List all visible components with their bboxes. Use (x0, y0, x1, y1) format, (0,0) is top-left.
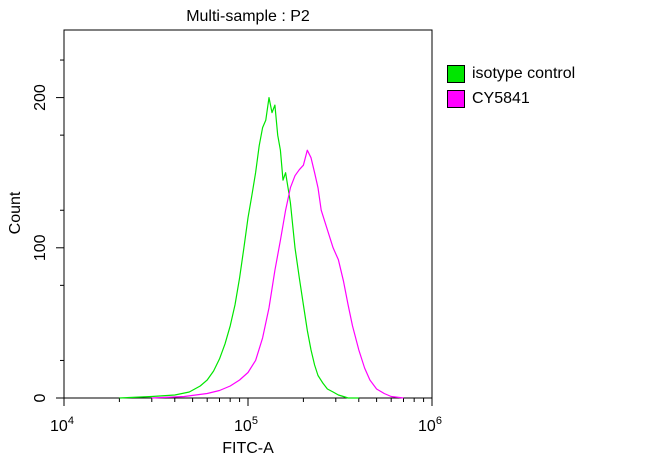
x-tick-label: 104 (50, 415, 74, 435)
x-tick-label: 106 (418, 415, 442, 435)
x-tick-label: 105 (234, 415, 258, 435)
chart-title: Multi-sample : P2 (186, 8, 310, 25)
y-tick-label: 200 (32, 84, 49, 111)
plot-frame (63, 29, 433, 399)
legend: isotype control CY5841 (447, 61, 575, 111)
x-axis-label: FITC-A (222, 440, 274, 457)
isotype-control-line (119, 96, 359, 399)
legend-swatch-magenta (447, 89, 465, 108)
legend-swatch-green (447, 64, 465, 83)
legend-item-isotype-control: isotype control (447, 61, 575, 86)
legend-label: isotype control (472, 64, 576, 82)
legend-label: CY5841 (472, 89, 530, 107)
y-axis-label: Count (7, 191, 24, 234)
y-tick-label: 100 (32, 234, 49, 261)
plot-area: 104 105 106 0 100 200 (32, 29, 442, 435)
cy5841-line (151, 149, 404, 399)
y-tick-label: 0 (32, 393, 49, 402)
legend-item-cy5841: CY5841 (447, 86, 575, 111)
